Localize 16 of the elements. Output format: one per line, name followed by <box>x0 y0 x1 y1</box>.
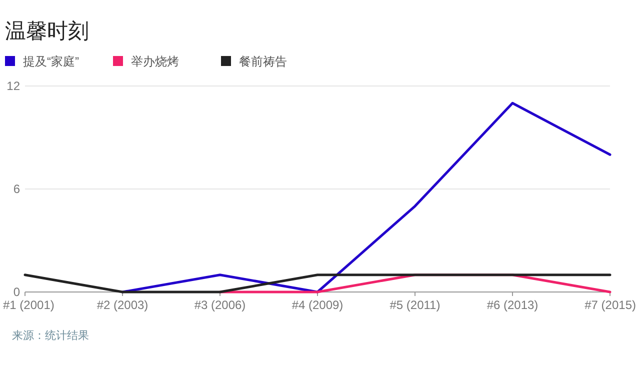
legend-label: 举办烧烤 <box>131 54 179 68</box>
chart-title: 温馨时刻 <box>5 20 89 43</box>
source-note: 来源：统计结果 <box>12 329 89 342</box>
line-series <box>121 102 612 294</box>
x-tick-label: #1 (2001) <box>3 298 54 312</box>
x-tick-label: #3 (2006) <box>194 298 246 312</box>
legend-label: 餐前祷告 <box>239 54 287 68</box>
y-tick-label: 0 <box>13 285 20 299</box>
x-tick-label: #4 (2009) <box>292 298 344 312</box>
x-tick-label: #2 (2003) <box>96 298 148 312</box>
x-tick-label: #7 (2015) <box>584 298 636 312</box>
y-tick-label: 6 <box>13 182 20 196</box>
x-tick-label: #6 (2013) <box>486 298 538 312</box>
y-tick-label: 12 <box>6 79 20 93</box>
legend-label: 提及“家庭” <box>23 54 79 68</box>
x-tick-label: #5 (2011) <box>390 298 440 312</box>
